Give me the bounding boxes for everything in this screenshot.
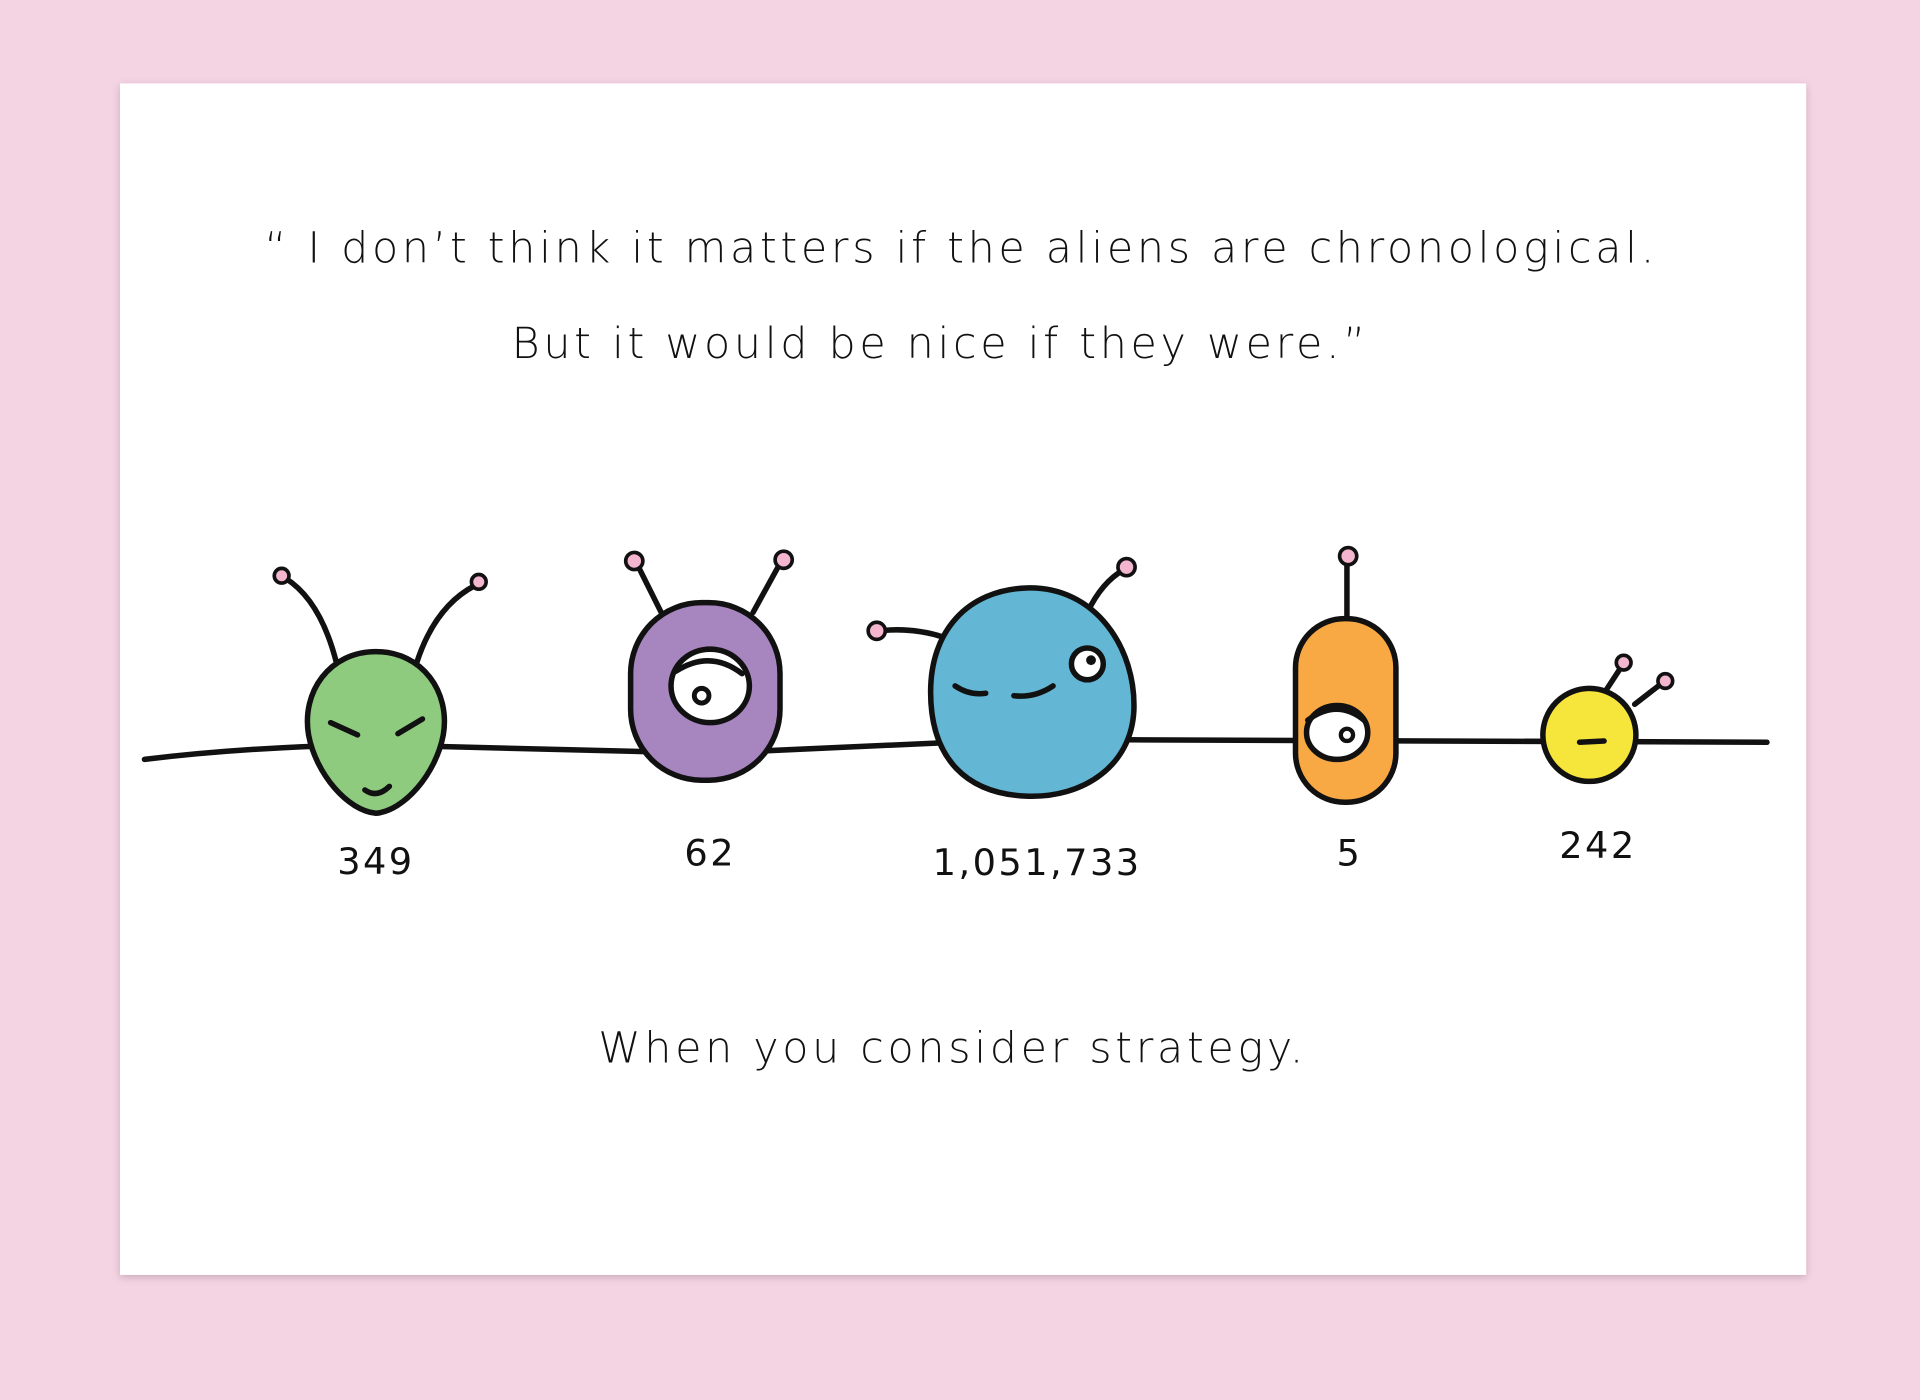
ground-line (141, 737, 1770, 763)
alien-label: 1,051,733 (933, 841, 1142, 884)
alien-label: 242 (1559, 824, 1636, 867)
quote-line: But it would be nice if they were.” (512, 319, 1370, 369)
alien-label: 349 (337, 840, 414, 883)
quote-line: “ I don’t think it matters if the aliens… (264, 224, 1658, 274)
alien-yellow (1540, 653, 1675, 785)
caption: When you consider strategy. (598, 1023, 1307, 1073)
alien-blue (866, 556, 1137, 799)
alien-orange (1292, 545, 1399, 805)
alien-purple (623, 549, 795, 783)
alien-green (272, 566, 488, 817)
alien-label: 5 (1336, 831, 1362, 874)
alien-label: 62 (684, 831, 736, 874)
